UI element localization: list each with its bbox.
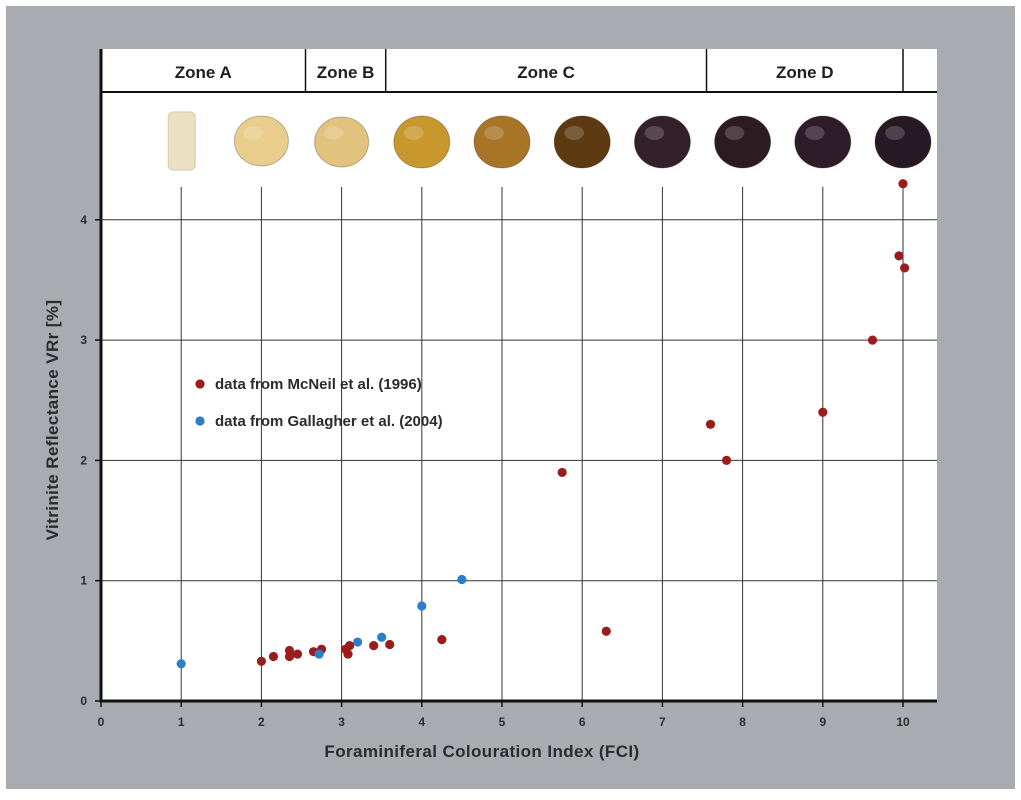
foram-sample-image xyxy=(233,115,289,167)
foram-sample-image xyxy=(633,115,691,169)
data-point-mcneil xyxy=(601,626,611,636)
y-axis-label: Vitrinite Reflectance VRr [%] xyxy=(43,300,62,541)
legend: data from McNeil et al. (1996) data from … xyxy=(195,376,443,430)
zone-label: Zone C xyxy=(517,63,575,82)
foram-sample-highlight xyxy=(724,126,745,140)
foram-sample-highlight xyxy=(885,126,905,140)
foram-sample-image xyxy=(473,115,531,169)
foram-sample-highlight xyxy=(404,126,424,140)
data-point-gallagher xyxy=(377,632,387,642)
y-tick-label: 4 xyxy=(80,213,87,227)
foram-sample-highlight xyxy=(644,126,665,140)
foram-sample-image xyxy=(874,115,932,169)
legend-label: data from McNeil et al. (1996) xyxy=(215,376,422,393)
y-tick-label: 1 xyxy=(80,574,87,588)
data-point-mcneil xyxy=(557,467,567,478)
data-point-mcneil xyxy=(385,639,395,650)
foram-sample-image xyxy=(393,115,451,169)
data-point-gallagher xyxy=(314,649,324,659)
foram-sample-highlight xyxy=(564,126,584,140)
foram-sample-highlight xyxy=(324,126,344,140)
data-point-gallagher xyxy=(417,601,427,611)
zone-label: Zone D xyxy=(776,63,834,82)
x-tick-label: 4 xyxy=(418,715,425,729)
data-point-mcneil xyxy=(292,649,303,659)
foram-sample-highlight xyxy=(243,126,263,140)
zone-label: Zone A xyxy=(175,63,232,82)
data-point-mcneil xyxy=(705,419,716,429)
x-tick-label: 1 xyxy=(178,715,185,729)
data-point-mcneil xyxy=(268,651,279,662)
data-point-gallagher xyxy=(353,637,363,647)
x-axis-label: Foraminiferal Colouration Index (FCI) xyxy=(324,742,639,761)
data-point-mcneil xyxy=(345,641,355,651)
data-point-mcneil xyxy=(900,263,910,273)
x-tick-label: 0 xyxy=(98,715,105,729)
foram-sample-image xyxy=(314,116,370,168)
x-tick-label: 7 xyxy=(659,715,666,729)
foram-sample-image xyxy=(167,111,196,171)
data-points xyxy=(176,179,910,669)
legend-marker xyxy=(195,416,205,426)
foram-sample-image xyxy=(714,115,772,169)
data-point-mcneil xyxy=(369,641,379,651)
data-point-gallagher xyxy=(176,659,186,669)
foram-sample-highlight xyxy=(484,126,504,140)
x-tick-label: 3 xyxy=(338,715,345,729)
x-tick-label: 5 xyxy=(499,715,506,729)
x-tick-label: 2 xyxy=(258,715,265,729)
data-point-gallagher xyxy=(457,574,467,585)
data-point-mcneil xyxy=(898,179,908,189)
data-point-mcneil xyxy=(894,251,904,261)
axes: 0 1 2 3 4 5 6 7 8 9 10 0 1 2 3 4 xyxy=(80,49,937,729)
y-tick-label: 3 xyxy=(80,333,87,347)
data-point-mcneil xyxy=(284,651,295,662)
y-tick-label: 2 xyxy=(80,453,87,467)
legend-label: data from Gallagher et al. (2004) xyxy=(215,413,443,430)
foram-samples xyxy=(167,111,932,171)
foram-sample-image xyxy=(794,115,852,169)
x-tick-label: 9 xyxy=(819,715,826,729)
legend-marker xyxy=(195,379,205,389)
data-point-mcneil xyxy=(867,335,878,345)
foram-sample-image xyxy=(553,115,611,169)
zone-label: Zone B xyxy=(317,63,375,82)
data-point-mcneil xyxy=(818,407,828,417)
zone-band: Zone A Zone B Zone C Zone D xyxy=(101,49,937,93)
x-tick-label: 8 xyxy=(739,715,746,729)
x-tick-label: 10 xyxy=(896,715,910,729)
y-tick-label: 0 xyxy=(80,694,87,708)
data-point-mcneil xyxy=(721,455,732,465)
x-tick-label: 6 xyxy=(579,715,586,729)
grid xyxy=(101,187,937,701)
data-point-mcneil xyxy=(256,656,266,666)
foram-sample-highlight xyxy=(805,126,825,140)
data-point-mcneil xyxy=(437,635,447,645)
data-point-mcneil xyxy=(343,649,353,659)
